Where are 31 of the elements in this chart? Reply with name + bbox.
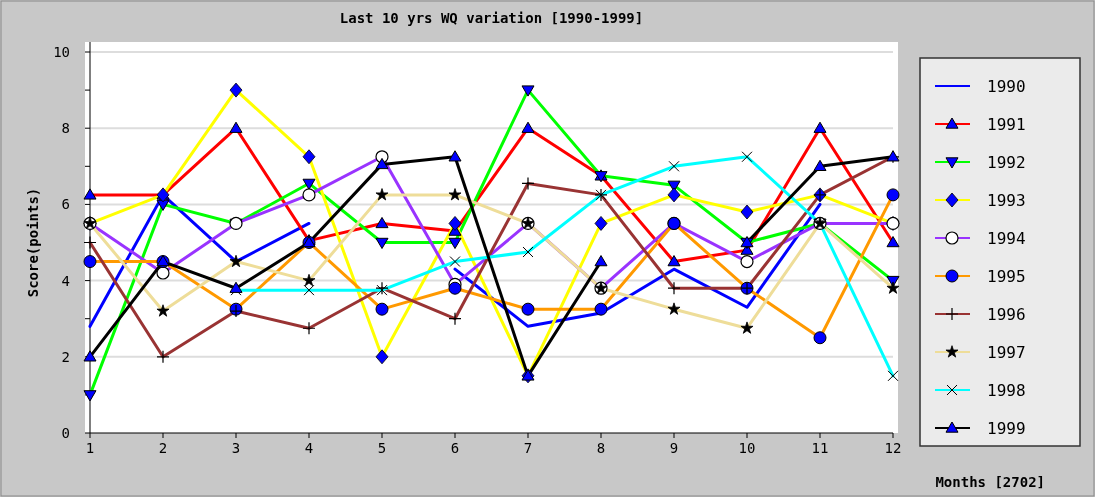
x-tick-label: 9 [669, 440, 679, 456]
x-tick-label: 1 [85, 440, 95, 456]
legend-label: 1998 [987, 381, 1026, 400]
legend-label: 1997 [987, 343, 1026, 362]
y-tick-label: 6 [61, 196, 70, 213]
x-axis-title: Months [2702] [935, 474, 1045, 490]
x-tick-label: 8 [596, 440, 606, 456]
x-tick-label: 7 [523, 440, 533, 456]
y-tick-label: 0 [61, 425, 70, 441]
y-tick-label: 4 [61, 272, 70, 289]
y-axis-title: Score(points) [25, 187, 41, 298]
x-tick-label: 2 [158, 440, 168, 456]
legend-label: 1990 [987, 77, 1026, 96]
x-tick-label: 6 [450, 440, 460, 456]
x-tick-label: 5 [377, 440, 387, 456]
legend-label: 1994 [987, 229, 1026, 248]
y-tick-label: 10 [53, 44, 70, 60]
x-tick-label: 12 [884, 440, 902, 456]
y-tick-label: 8 [61, 120, 70, 137]
chart-title: Last 10 yrs WQ variation [1990-1999] [339, 10, 644, 26]
legend-label: 1993 [987, 191, 1026, 210]
x-tick-label: 3 [231, 440, 241, 456]
x-tick-label: 10 [738, 440, 756, 456]
y-tick-label: 2 [61, 348, 70, 365]
x-tick-label: 11 [811, 440, 829, 456]
legend-label: 1992 [987, 153, 1026, 172]
legend-label: 1999 [987, 419, 1026, 438]
x-tick-label: 4 [304, 440, 314, 456]
legend-label: 1996 [987, 305, 1026, 324]
legend-label: 1995 [987, 267, 1026, 286]
legend-label: 1991 [987, 115, 1026, 134]
